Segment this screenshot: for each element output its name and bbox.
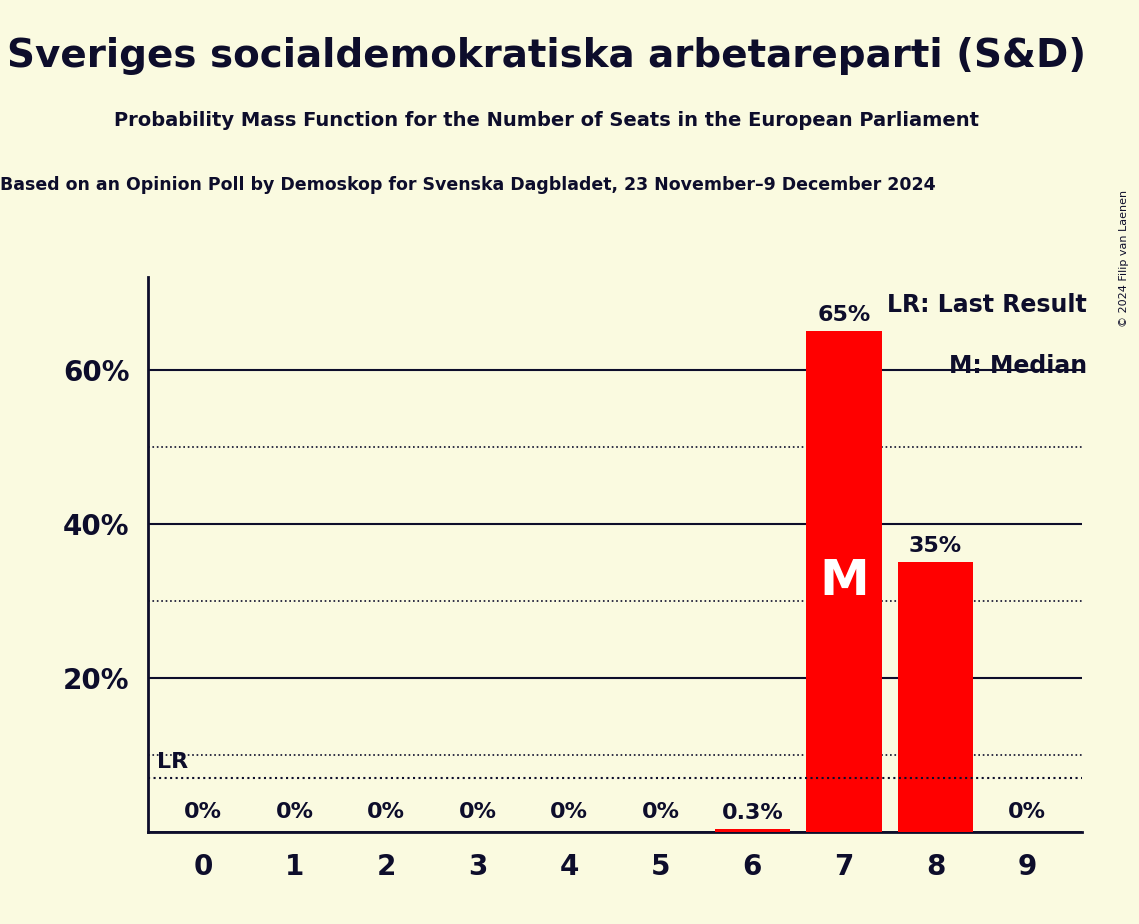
Text: 35%: 35% — [909, 536, 962, 556]
Text: Sveriges socialdemokratiska arbetareparti (S&D): Sveriges socialdemokratiska arbetarepart… — [7, 37, 1087, 75]
Text: 0%: 0% — [459, 802, 497, 822]
Bar — [806, 331, 882, 832]
Text: LR: Last Result: LR: Last Result — [887, 293, 1087, 317]
Bar — [898, 562, 973, 832]
Text: 0%: 0% — [276, 802, 313, 822]
Bar — [715, 830, 790, 832]
Text: 0%: 0% — [642, 802, 680, 822]
Text: LR: LR — [157, 751, 188, 772]
Text: 0%: 0% — [1008, 802, 1046, 822]
Text: M: Median: M: Median — [949, 354, 1087, 378]
Text: 0%: 0% — [185, 802, 222, 822]
Text: M: M — [819, 557, 869, 605]
Text: © 2024 Filip van Laenen: © 2024 Filip van Laenen — [1120, 190, 1129, 327]
Text: 65%: 65% — [818, 305, 870, 325]
Text: 0%: 0% — [367, 802, 405, 822]
Text: Probability Mass Function for the Number of Seats in the European Parliament: Probability Mass Function for the Number… — [114, 111, 980, 130]
Text: 0.3%: 0.3% — [721, 803, 784, 823]
Text: 0%: 0% — [550, 802, 588, 822]
Text: Based on an Opinion Poll by Demoskop for Svenska Dagbladet, 23 November–9 Decemb: Based on an Opinion Poll by Demoskop for… — [0, 176, 935, 193]
